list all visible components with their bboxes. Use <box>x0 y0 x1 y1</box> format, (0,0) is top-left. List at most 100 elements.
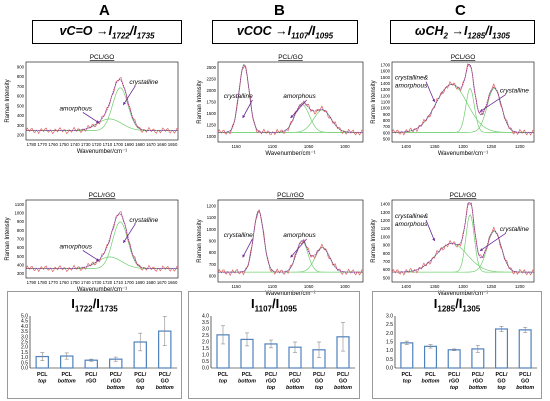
y-tick-label: 0.0 <box>386 366 393 372</box>
category-label: top <box>267 385 276 391</box>
y-tick-label: 1300 <box>380 210 390 215</box>
spectrum-title: PCL/rGO <box>89 192 116 199</box>
y-tick-label: 500 <box>383 275 391 280</box>
bar-chart-title: I1107/I1095 <box>189 296 359 314</box>
y-tick-label: 0.5 <box>21 360 28 366</box>
peak-arrow <box>425 219 435 242</box>
y-tick-label: 2250 <box>206 77 216 82</box>
y-tick-label: 900 <box>383 112 391 117</box>
x-tick-label: 1350 <box>430 284 440 289</box>
category-label: bottom <box>422 379 440 385</box>
peak-label: crystalline <box>224 93 253 100</box>
formula-slash: /I <box>308 24 316 38</box>
category-label: GO <box>339 379 347 385</box>
y-tick-label: 900 <box>17 219 25 224</box>
category-label: PCL/ <box>472 372 485 378</box>
peak-label: crystalline <box>129 217 158 224</box>
fit-component-curve <box>26 118 178 131</box>
column-letter-c: C <box>455 2 466 19</box>
y-tick-label: 700 <box>17 84 25 89</box>
bar-title-slash: /I <box>92 296 100 311</box>
y-tick-label: 3.0 <box>202 327 209 333</box>
peak-arrow <box>290 99 307 119</box>
category-label: PCL/ <box>159 372 172 378</box>
category-label: rGO <box>473 379 483 385</box>
category-label: PCL <box>402 372 413 378</box>
peak-label: crystalline <box>129 79 158 86</box>
y-tick-label: 200 <box>17 133 25 138</box>
fit-component-curve <box>218 109 363 133</box>
plot-frame <box>391 199 535 283</box>
bar-chart-b: 0.00.51.01.52.02.53.03.54.0PCLtopPCLbott… <box>202 314 355 391</box>
peak-arrow-head <box>290 115 294 118</box>
y-tick-label: 2500 <box>206 65 216 70</box>
peak-label: amorphous <box>59 243 92 250</box>
x-tick-label: 1050 <box>304 284 314 289</box>
bar-title-slash: /I <box>271 296 280 311</box>
bar-title-main: I <box>250 296 255 311</box>
peak-label: crystalline <box>224 232 253 239</box>
y-tick-label: 5.0 <box>21 314 28 320</box>
plot-frame <box>25 61 179 141</box>
y-tick-label: 4.5 <box>21 319 28 325</box>
peak-label: crystalline <box>500 226 529 233</box>
x-tick-label: 1670 <box>157 280 167 285</box>
y-tick-label: 3.5 <box>21 329 28 335</box>
y-tick-label: 800 <box>209 250 217 255</box>
y-tick-label: 800 <box>17 74 25 79</box>
category-label: bottom <box>469 385 487 391</box>
y-tick-label: 1200 <box>380 93 390 98</box>
bar-chart-a: 0.00.51.01.52.02.53.03.54.04.55.0PCLtopP… <box>21 314 177 391</box>
y-tick-label: 1000 <box>14 211 24 216</box>
category-label: top <box>497 385 506 391</box>
peak-arrow-head <box>432 238 436 241</box>
bar <box>423 345 438 369</box>
x-tick-label: 1300 <box>458 284 468 289</box>
y-tick-label: 1.5 <box>202 346 209 352</box>
peak-arrow <box>290 238 307 258</box>
bar-title-sub2: 1735 <box>99 304 118 314</box>
peak-arrow <box>82 250 100 262</box>
category-label: bottom <box>107 385 125 391</box>
spectrum-panel-a2: PCL/rGO 300 400 500 600 700 800 900 1000 1100 1790… <box>5 192 179 293</box>
y-tick-label: 1000 <box>206 134 216 139</box>
y-tick-label: 1400 <box>380 81 390 86</box>
bar-chart-box-a: I1722/I1735 0.0 0.5 1.0 1.5 2.0 2.5 3.0 3.5 4.0 4… <box>7 291 182 399</box>
peak-arrow <box>242 99 253 119</box>
formula-sub2: 1305 <box>492 31 510 41</box>
bar <box>447 349 461 369</box>
y-tick-label: 900 <box>17 64 25 69</box>
bar-title-sub1: 1722 <box>74 304 93 314</box>
y-tick-label: 400 <box>17 113 25 118</box>
y-tick-label: 900 <box>209 239 217 244</box>
category-label: PCL/ <box>85 372 98 378</box>
y-axis-label: Raman Intensity <box>5 79 11 122</box>
spectrum-panel-c2: PCL/rGO 500 600 700 800 900 1000 1100 1200 1300 14… <box>371 192 535 297</box>
peak-label: amorphous <box>59 105 92 112</box>
category-label: GO <box>315 379 323 385</box>
category-label: rGO <box>111 379 121 385</box>
x-tick-label: 1700 <box>114 142 124 147</box>
peak-arrow <box>425 81 435 103</box>
x-tick-label: 1730 <box>81 142 91 147</box>
peak-arrow <box>122 85 136 106</box>
category-label: bottom <box>58 379 76 385</box>
fitted-spectrum <box>392 202 534 273</box>
y-tick-label: 600 <box>17 245 25 250</box>
x-tick-label: 1740 <box>70 142 80 147</box>
category-label: PCL/ <box>519 372 532 378</box>
category-label: PCL/ <box>495 372 508 378</box>
peak-arrow-head <box>242 254 246 258</box>
y-tick-label: 0.5 <box>202 359 209 365</box>
column-letter-b: B <box>274 2 285 19</box>
x-tick-label: 1760 <box>48 142 58 147</box>
plot-frame <box>217 199 364 283</box>
category-label: bottom <box>334 385 352 391</box>
y-tick-label: 800 <box>383 118 391 123</box>
bar-chart-title: I1285/I1305 <box>373 296 541 314</box>
category-label: top <box>403 379 412 385</box>
y-tick-label: 1000 <box>380 106 390 111</box>
x-tick-label: 1780 <box>38 280 48 285</box>
x-tick-label: 1200 <box>515 284 525 289</box>
bar-title-sub1: 1107 <box>254 304 272 314</box>
